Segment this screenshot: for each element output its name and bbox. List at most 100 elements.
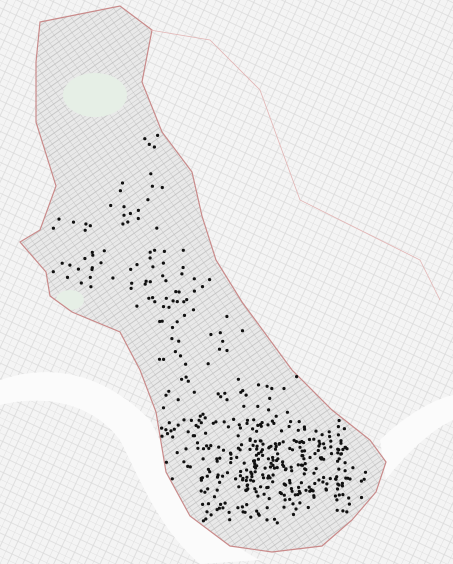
point: [245, 468, 249, 472]
point: [147, 296, 151, 300]
point: [219, 395, 223, 399]
point: [269, 461, 273, 465]
point: [215, 457, 219, 461]
point: [242, 404, 246, 408]
point: [135, 263, 139, 267]
point: [196, 446, 200, 450]
point: [184, 447, 188, 451]
point: [167, 389, 171, 393]
point: [347, 496, 351, 500]
point: [71, 220, 76, 224]
point: [359, 495, 364, 500]
point: [120, 181, 125, 185]
point: [270, 386, 274, 391]
point: [195, 441, 200, 445]
point: [135, 304, 139, 308]
point: [265, 384, 269, 388]
point: [337, 483, 341, 487]
point: [255, 464, 259, 468]
point: [254, 453, 258, 457]
point: [313, 452, 317, 456]
point: [186, 464, 190, 468]
point: [191, 308, 196, 312]
point: [249, 478, 253, 482]
point: [259, 485, 263, 489]
point: [129, 286, 133, 290]
point: [279, 492, 283, 496]
point: [182, 313, 187, 317]
point: [151, 296, 155, 300]
point: [91, 253, 95, 257]
point: [209, 444, 213, 448]
point: [296, 493, 300, 497]
point: [261, 476, 266, 480]
point: [329, 439, 333, 443]
point: [182, 460, 186, 464]
point: [201, 519, 205, 523]
point: [297, 489, 301, 494]
point: [314, 429, 318, 433]
point: [235, 455, 239, 459]
point: [339, 441, 343, 445]
point: [148, 250, 152, 254]
point: [359, 479, 363, 483]
point: [336, 459, 340, 463]
point: [271, 458, 275, 462]
point: [204, 517, 208, 521]
point: [277, 442, 282, 446]
point: [161, 406, 166, 410]
point: [251, 427, 255, 431]
point: [229, 461, 233, 465]
point: [160, 434, 164, 438]
point: [217, 445, 221, 449]
point: [325, 482, 329, 486]
point: [198, 414, 202, 418]
point: [222, 420, 226, 424]
point: [144, 279, 148, 283]
point: [243, 510, 247, 514]
point: [160, 185, 164, 190]
point: [256, 457, 260, 461]
point: [255, 509, 259, 513]
point: [267, 474, 271, 478]
point: [236, 434, 240, 438]
point: [215, 508, 219, 512]
point: [328, 477, 332, 481]
point: [272, 466, 277, 470]
point: [136, 208, 140, 212]
point: [256, 404, 260, 408]
point: [300, 449, 304, 453]
point: [65, 275, 70, 279]
point: [162, 249, 166, 253]
point: [299, 481, 303, 485]
point: [273, 442, 277, 446]
point: [336, 447, 340, 451]
point: [226, 425, 230, 429]
point: [289, 420, 293, 424]
point: [302, 457, 306, 461]
point: [296, 463, 300, 467]
point: [164, 460, 168, 464]
point: [342, 427, 346, 431]
point: [282, 505, 286, 509]
point: [182, 418, 186, 422]
point: [244, 478, 248, 483]
point: [337, 457, 341, 461]
point: [256, 423, 260, 427]
point: [302, 449, 307, 453]
point: [260, 421, 264, 425]
point: [200, 285, 205, 289]
point: [205, 474, 209, 478]
point: [111, 276, 115, 280]
point: [322, 442, 326, 446]
point: [300, 463, 305, 467]
point: [347, 502, 351, 506]
point: [229, 452, 233, 456]
point: [90, 266, 94, 270]
point: [223, 501, 227, 505]
point: [192, 390, 196, 394]
point: [261, 473, 265, 477]
point: [199, 476, 203, 480]
point: [209, 332, 213, 337]
point: [343, 469, 347, 473]
